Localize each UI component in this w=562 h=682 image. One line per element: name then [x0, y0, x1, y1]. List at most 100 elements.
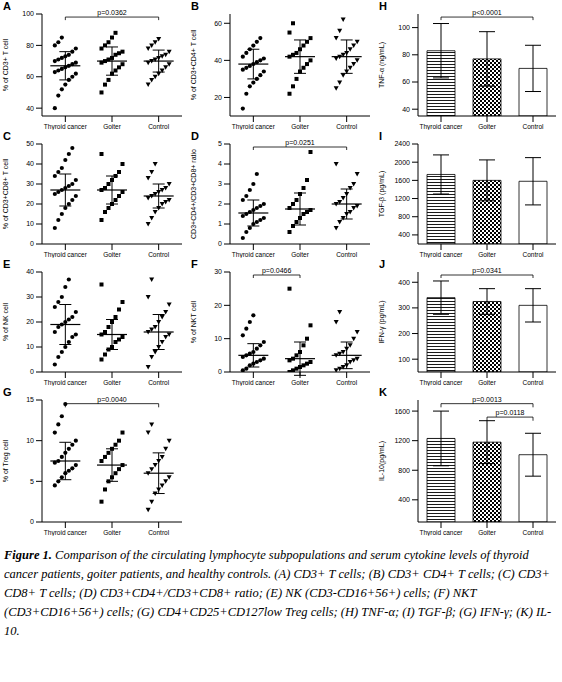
svg-text:80: 80 [402, 51, 410, 58]
svg-text:10: 10 [26, 437, 34, 444]
svg-text:800: 800 [398, 213, 410, 220]
svg-text:Goiter: Goiter [103, 529, 122, 536]
svg-text:Control: Control [523, 123, 545, 130]
svg-text:100: 100 [398, 24, 410, 31]
svg-text:400: 400 [398, 496, 410, 503]
svg-text:10: 10 [26, 343, 34, 350]
svg-text:p=0.0013: p=0.0013 [472, 396, 501, 404]
svg-text:200: 200 [398, 330, 410, 337]
svg-text:p=0.0040: p=0.0040 [97, 396, 126, 404]
svg-text:Thyroid cancer: Thyroid cancer [420, 123, 464, 130]
svg-text:30: 30 [26, 293, 34, 300]
svg-text:p=0.0341: p=0.0341 [472, 267, 501, 275]
svg-text:15: 15 [26, 396, 34, 403]
svg-text:50: 50 [26, 140, 34, 147]
svg-text:Control: Control [336, 379, 358, 386]
svg-text:Goiter: Goiter [478, 251, 497, 258]
svg-text:Thyroid cancer: Thyroid cancer [232, 123, 276, 130]
svg-text:Thyroid cancer: Thyroid cancer [420, 379, 464, 386]
svg-text:300: 300 [398, 304, 410, 311]
svg-text:Control: Control [336, 123, 358, 130]
svg-text:10: 10 [214, 335, 222, 342]
svg-text:0: 0 [218, 368, 222, 375]
svg-text:10: 10 [26, 220, 34, 227]
svg-text:40: 40 [214, 57, 222, 64]
svg-text:IL-10(pg/mL): IL-10(pg/mL) [378, 441, 386, 481]
svg-text:2400: 2400 [394, 140, 410, 147]
svg-text:1: 1 [218, 220, 222, 227]
svg-text:Thyroid cancer: Thyroid cancer [420, 251, 464, 258]
svg-text:Goiter: Goiter [103, 379, 122, 386]
svg-text:80: 80 [26, 42, 34, 49]
svg-text:100: 100 [22, 10, 34, 17]
svg-text:20: 20 [26, 200, 34, 207]
svg-text:Goiter: Goiter [478, 123, 497, 130]
svg-text:Goiter: Goiter [103, 123, 122, 130]
svg-text:3: 3 [218, 180, 222, 187]
svg-text:Goiter: Goiter [291, 251, 310, 258]
svg-text:TNF-α (ng/mL): TNF-α (ng/mL) [378, 42, 386, 88]
svg-text:IFN-γ (pg/mL): IFN-γ (pg/mL) [378, 300, 386, 343]
svg-text:1200: 1200 [394, 437, 410, 444]
svg-text:Thyroid cancer: Thyroid cancer [44, 529, 88, 536]
svg-text:60: 60 [26, 73, 34, 80]
svg-text:% of Treg cell: % of Treg cell [8, 439, 10, 482]
svg-text:20: 20 [26, 318, 34, 325]
svg-text:Thyroid cancer: Thyroid cancer [232, 251, 276, 258]
svg-text:800: 800 [398, 467, 410, 474]
svg-text:% of NKT cell: % of NKT cell [190, 300, 197, 343]
svg-text:Thyroid cancer: Thyroid cancer [232, 379, 276, 386]
svg-text:% of NK cell: % of NK cell [8, 302, 9, 341]
svg-text:Thyroid cancer: Thyroid cancer [44, 379, 88, 386]
svg-text:Goiter: Goiter [291, 123, 310, 130]
svg-text:0: 0 [30, 240, 34, 247]
svg-text:1600: 1600 [394, 177, 410, 184]
svg-text:p=0.0251: p=0.0251 [285, 139, 314, 147]
svg-text:p=0.0466: p=0.0466 [262, 267, 291, 275]
svg-text:Goiter: Goiter [478, 379, 497, 386]
svg-text:Control: Control [523, 379, 545, 386]
svg-text:0: 0 [30, 518, 34, 525]
svg-text:CD3+CD4+/CD3+CD8+ ratio: CD3+CD4+/CD3+CD8+ ratio [190, 149, 197, 239]
svg-text:20: 20 [214, 94, 222, 101]
svg-text:400: 400 [398, 231, 410, 238]
svg-text:p=0.0362: p=0.0362 [97, 9, 126, 17]
svg-text:Goiter: Goiter [291, 379, 310, 386]
svg-text:30: 30 [26, 180, 34, 187]
svg-text:2000: 2000 [394, 159, 410, 166]
svg-text:5: 5 [218, 140, 222, 147]
svg-text:Control: Control [148, 123, 170, 130]
svg-text:Control: Control [523, 251, 545, 258]
svg-text:60: 60 [214, 20, 222, 27]
svg-text:Control: Control [148, 379, 170, 386]
svg-text:40: 40 [26, 105, 34, 112]
svg-text:Control: Control [523, 529, 545, 536]
svg-text:40: 40 [26, 268, 34, 275]
svg-text:% of CD3+ T cell: % of CD3+ T cell [8, 38, 9, 91]
svg-text:30: 30 [214, 268, 222, 275]
svg-text:1200: 1200 [394, 195, 410, 202]
svg-text:Control: Control [148, 529, 170, 536]
svg-text:0: 0 [30, 368, 34, 375]
svg-text:2: 2 [218, 200, 222, 207]
svg-text:Thyroid cancer: Thyroid cancer [44, 123, 88, 130]
svg-text:60: 60 [402, 78, 410, 85]
svg-text:p<0.0001: p<0.0001 [472, 9, 501, 17]
svg-text:40: 40 [26, 160, 34, 167]
svg-text:400: 400 [398, 279, 410, 286]
svg-text:0: 0 [218, 240, 222, 247]
svg-text:Goiter: Goiter [103, 251, 122, 258]
svg-text:4: 4 [218, 160, 222, 167]
svg-text:Thyroid cancer: Thyroid cancer [44, 251, 88, 258]
svg-text:TGF-β (pg/mL): TGF-β (pg/mL) [378, 171, 386, 217]
svg-text:Thyroid cancer: Thyroid cancer [420, 529, 464, 536]
svg-text:100: 100 [398, 356, 410, 363]
svg-text:Control: Control [336, 251, 358, 258]
svg-text:20: 20 [214, 302, 222, 309]
svg-text:Control: Control [148, 251, 170, 258]
svg-text:1600: 1600 [394, 408, 410, 415]
svg-text:% of CD3+CD8+ T cell: % of CD3+CD8+ T cell [8, 158, 9, 229]
svg-text:5: 5 [30, 478, 34, 485]
svg-text:Goiter: Goiter [478, 529, 497, 536]
svg-text:p=0.0118: p=0.0118 [496, 409, 525, 417]
